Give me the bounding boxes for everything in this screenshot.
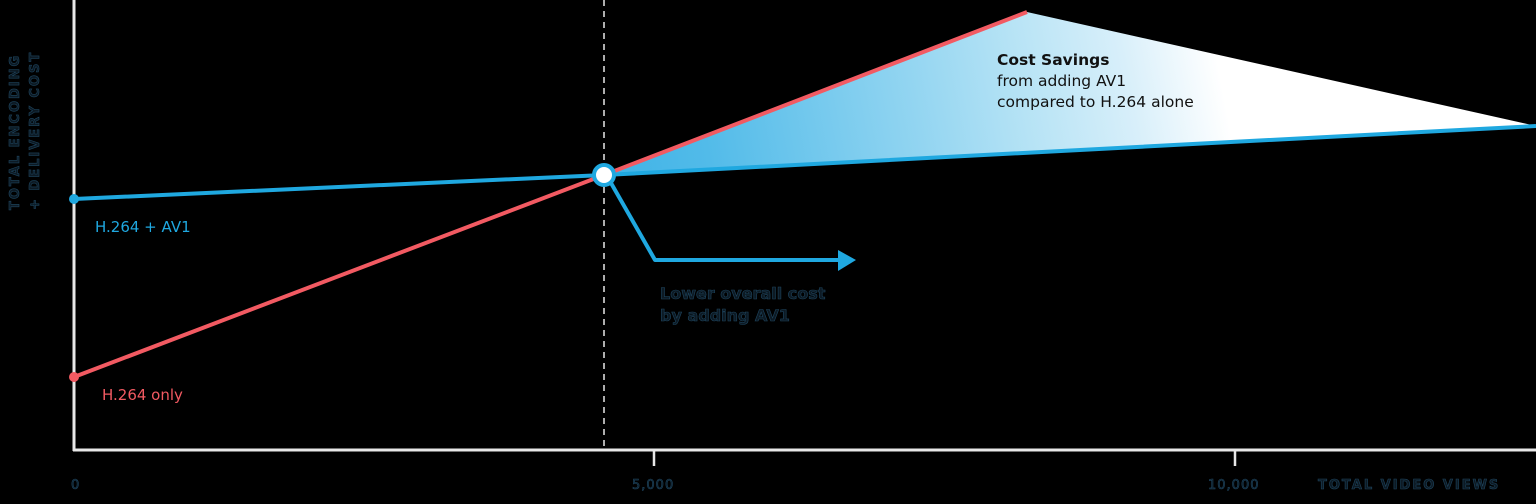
y-axis-label-line2: + DELIVERY COST <box>28 50 44 210</box>
crossover-marker <box>592 163 616 187</box>
crossover-annotation: Lower overall cost by adding AV1 <box>660 283 826 327</box>
cost-savings-line2: compared to H.264 alone <box>997 93 1194 111</box>
cost-savings-line1: from adding AV1 <box>997 72 1127 90</box>
arrow-head-icon <box>838 250 856 271</box>
x-tick-label-10000: 10,000 <box>1208 478 1260 494</box>
arrow-line <box>609 182 840 262</box>
cost-savings-annotation: Cost Savings from adding AV1 compared to… <box>997 50 1194 113</box>
series-label-h264-only: H.264 only <box>102 386 183 404</box>
crossover-annotation-line1: Lower overall cost <box>660 284 826 304</box>
x-axis-label: TOTAL VIDEO VIEWS <box>1318 478 1501 494</box>
crossover-annotation-line2: by adding AV1 <box>660 306 790 326</box>
series-start-dot-h264 <box>69 372 79 382</box>
y-axis-label: TOTAL ENCODING + DELIVERY COST <box>6 50 46 211</box>
x-tick-label-0: 0 <box>71 478 81 494</box>
series-start-dot-av1 <box>69 194 79 204</box>
series-label-h264-av1: H.264 + AV1 <box>95 218 191 236</box>
cost-savings-area <box>604 12 1536 175</box>
x-tick-label-5000: 5,000 <box>632 478 675 494</box>
y-axis-label-line1: TOTAL ENCODING <box>8 53 24 211</box>
cost-savings-title: Cost Savings <box>997 51 1110 69</box>
